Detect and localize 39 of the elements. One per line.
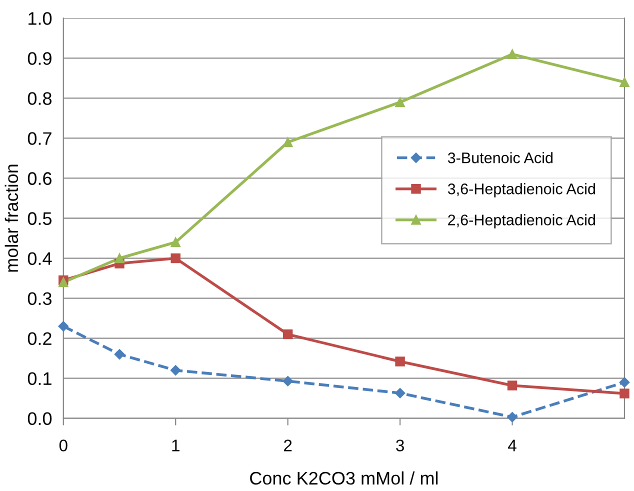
- point: [394, 388, 406, 398]
- y-tick-label: 0.7: [28, 132, 52, 145]
- point: [395, 356, 405, 366]
- point: [170, 365, 181, 376]
- legend-label: 3,6-Heptadienoic Acid: [448, 183, 595, 198]
- point: [507, 380, 518, 390]
- y-tick-label: 0.5: [28, 212, 52, 225]
- x-axis-title: Conc K2CO3 mMol / ml: [250, 471, 438, 485]
- legend-label: 2,6-Heptadienoic Acid: [448, 214, 595, 228]
- x-tick-label: 3: [396, 440, 404, 452]
- point: [507, 412, 518, 422]
- y-tick-label: 1.0: [28, 12, 52, 25]
- point: [620, 388, 630, 398]
- y-tick-label: 0.1: [28, 372, 52, 386]
- y-tick-label: 0.0: [28, 412, 52, 426]
- point: [58, 321, 69, 332]
- y-tick-label: 0.9: [28, 52, 52, 65]
- x-tick-label: 1: [172, 440, 180, 452]
- y-tick-label: 0.3: [28, 292, 52, 306]
- point: [395, 97, 405, 108]
- x-tick-label: 4: [508, 440, 516, 452]
- y-tick-label: 0.2: [28, 332, 52, 346]
- point: [282, 376, 293, 386]
- point: [620, 77, 630, 88]
- x-tick-label: 0: [59, 440, 68, 452]
- point: [619, 377, 630, 388]
- y-tick-label: 0.4: [28, 252, 52, 265]
- y-axis-title: molar fraction: [4, 164, 18, 272]
- point: [282, 329, 293, 340]
- point: [114, 349, 125, 360]
- point: [170, 237, 180, 248]
- legend-label: 3-Butenoic Acid: [448, 152, 553, 164]
- y-tick-label: 0.6: [28, 172, 52, 185]
- x-tick-label: 2: [284, 440, 292, 452]
- point: [507, 49, 518, 60]
- point: [282, 137, 293, 148]
- point: [170, 253, 180, 264]
- y-tick-label: 0.8: [28, 92, 52, 105]
- point: [114, 253, 124, 264]
